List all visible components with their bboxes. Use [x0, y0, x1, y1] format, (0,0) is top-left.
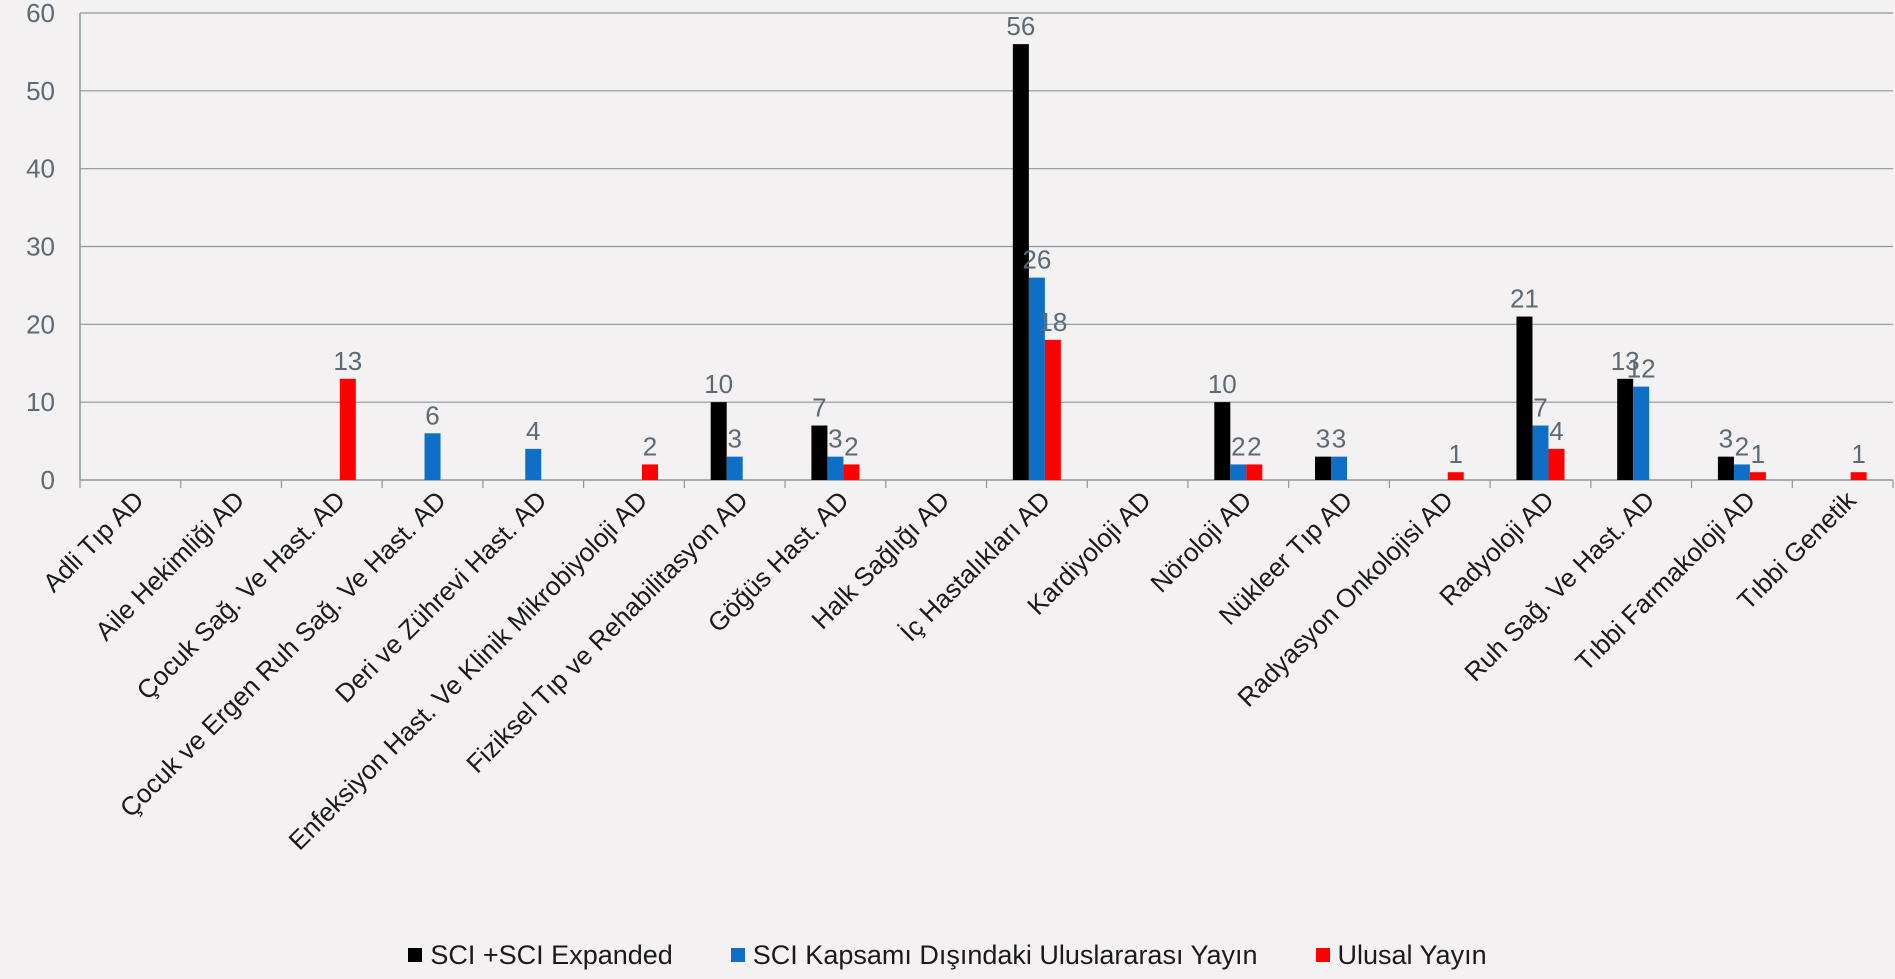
data-label: 1 — [1751, 439, 1765, 469]
bar — [811, 425, 828, 480]
bar — [1044, 339, 1061, 480]
data-label: 3 — [1332, 424, 1346, 454]
y-tick-label: 50 — [26, 76, 55, 106]
bar — [525, 448, 542, 480]
data-label: 7 — [1533, 393, 1547, 423]
bar — [1532, 425, 1549, 480]
legend-item-sci-disi: SCI Kapsamı Dışındaki Uluslararası Yayın — [730, 939, 1258, 971]
bar — [1633, 386, 1650, 480]
y-tick-label: 30 — [26, 232, 55, 262]
data-label: 1 — [1851, 439, 1865, 469]
bar — [1315, 456, 1332, 480]
data-label: 10 — [1208, 369, 1237, 399]
bar — [1447, 472, 1464, 480]
data-label: 4 — [1549, 416, 1563, 446]
bar — [843, 464, 860, 480]
y-tick-label: 60 — [26, 0, 55, 28]
data-label: 2 — [643, 431, 657, 461]
bar — [339, 378, 356, 480]
data-label: 10 — [704, 369, 733, 399]
legend-label-sci-disi: SCI Kapsamı Dışındaki Uluslararası Yayın — [752, 939, 1258, 970]
bar — [1331, 456, 1348, 480]
data-label: 3 — [828, 424, 842, 454]
data-label: 18 — [1038, 307, 1067, 337]
bar — [424, 433, 441, 480]
bar — [1617, 378, 1634, 480]
bar — [710, 402, 727, 480]
bar — [1548, 448, 1565, 480]
bar — [641, 464, 658, 480]
bar — [827, 456, 844, 480]
bar — [726, 456, 743, 480]
legend-swatch-sci-expanded — [408, 948, 423, 962]
bar — [1214, 402, 1231, 480]
data-label: 21 — [1510, 284, 1539, 314]
x-category-label: Çocuk Sağ. Ve Hast. AD — [131, 485, 351, 705]
data-label: 26 — [1022, 245, 1051, 275]
legend-item-sci-expanded: SCI +SCI Expanded — [408, 939, 673, 971]
data-label: 7 — [812, 393, 826, 423]
data-label: 56 — [1006, 11, 1035, 41]
data-label: 1 — [1449, 439, 1463, 469]
data-label: 3 — [1316, 424, 1330, 454]
data-label: 4 — [526, 416, 540, 446]
x-category-label: Tıbbi Farmakoloji AD — [1569, 485, 1761, 677]
data-label: 3 — [727, 424, 741, 454]
legend-item-ulusal: Ulusal Yayın — [1315, 939, 1487, 971]
y-tick-label: 10 — [26, 387, 55, 417]
legend-swatch-sci-disi — [730, 948, 745, 962]
bar — [1850, 472, 1867, 480]
data-label: 6 — [425, 400, 439, 430]
legend-label-sci-expanded: SCI +SCI Expanded — [430, 939, 673, 970]
legend: SCI +SCI Expanded SCI Kapsamı Dışındaki … — [0, 938, 1895, 972]
x-category-label: Enfeksiyon Hast. Ve Klinik Mikrobiyoloji… — [283, 485, 654, 856]
y-tick-label: 40 — [26, 154, 55, 184]
legend-swatch-ulusal — [1315, 948, 1330, 962]
data-label: 13 — [333, 346, 362, 376]
legend-label-ulusal: Ulusal Yayın — [1337, 939, 1487, 970]
data-label: 2 — [1231, 431, 1245, 461]
data-label: 2 — [844, 431, 858, 461]
bar — [1516, 316, 1533, 480]
data-label: 2 — [1735, 431, 1749, 461]
data-label: 12 — [1627, 354, 1656, 384]
bar — [1246, 464, 1263, 480]
y-tick-label: 0 — [41, 465, 55, 495]
bar — [1717, 456, 1734, 480]
data-label: 3 — [1719, 424, 1733, 454]
bar — [1028, 277, 1045, 480]
bar — [1230, 464, 1247, 480]
data-label: 2 — [1247, 431, 1261, 461]
data-label: 13 — [1611, 346, 1640, 376]
bar — [1733, 464, 1750, 480]
x-category-label: Ruh Sağ. Ve Hast. AD — [1458, 485, 1660, 687]
bar — [1012, 44, 1029, 481]
y-tick-label: 20 — [26, 309, 55, 339]
bar — [1749, 472, 1766, 480]
